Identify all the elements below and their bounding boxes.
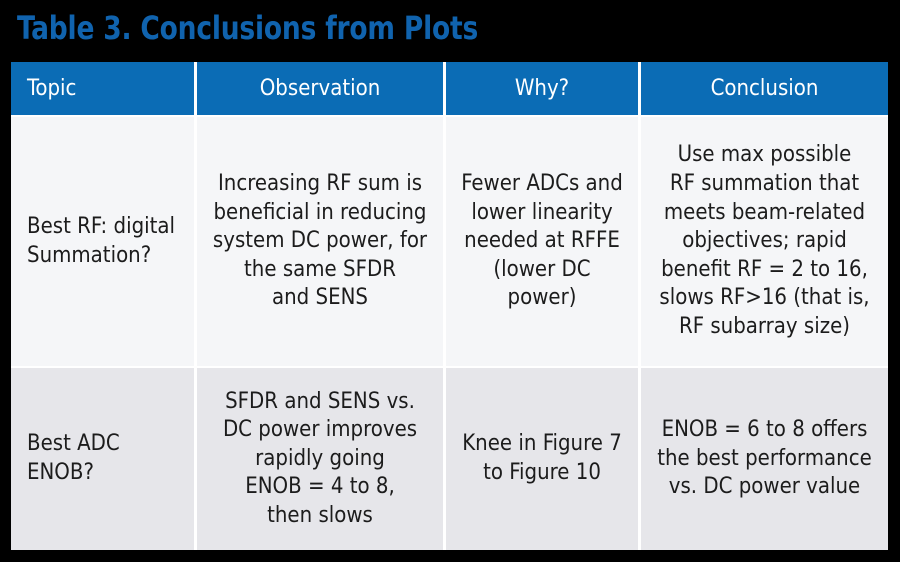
cell-observation: SFDR and SENS vs. DC power improves rapi… [197,366,446,550]
table-header-row: Topic Observation Why? Conclusion [11,62,888,115]
column-header-why: Why? [446,62,641,115]
table-body: Best RF: digital Summation? Increasing R… [11,115,888,550]
conclusions-table: Topic Observation Why? Conclusion Best R… [11,62,888,550]
cell-why-text: Knee in Figure 7 to Figure 10 [462,431,622,486]
cell-conclusion: Use max possible RF summation that meets… [641,115,888,367]
cell-observation-text: Increasing RF sum is beneficial in reduc… [212,171,428,311]
cell-conclusion-text: ENOB = 6 to 8 offers the best performanc… [657,417,872,500]
cell-conclusion: ENOB = 6 to 8 offers the best performanc… [641,366,888,550]
table: Topic Observation Why? Conclusion Best R… [11,62,888,550]
cell-why-text: Fewer ADCs and lower linearity needed at… [461,171,623,311]
cell-topic: Best ADC ENOB? [11,366,197,550]
page-title: Table 3. Conclusions from Plots [17,9,479,47]
cell-topic-text: Best ADC ENOB? [27,431,120,486]
cell-why: Fewer ADCs and lower linearity needed at… [446,115,641,367]
column-header-topic: Topic [11,62,197,115]
cell-topic-text: Best RF: digital Summation? [27,213,176,268]
table-row: Best ADC ENOB? SFDR and SENS vs. DC powe… [11,366,888,550]
cell-conclusion-text: Use max possible RF summation that meets… [659,142,870,340]
table-header: Topic Observation Why? Conclusion [11,62,888,115]
cell-observation-text: SFDR and SENS vs. DC power improves rapi… [222,388,418,528]
column-header-conclusion: Conclusion [641,62,888,115]
table-row: Best RF: digital Summation? Increasing R… [11,115,888,367]
cell-why: Knee in Figure 7 to Figure 10 [446,366,641,550]
cell-observation: Increasing RF sum is beneficial in reduc… [197,115,446,367]
cell-topic: Best RF: digital Summation? [11,115,197,367]
column-header-observation: Observation [197,62,446,115]
